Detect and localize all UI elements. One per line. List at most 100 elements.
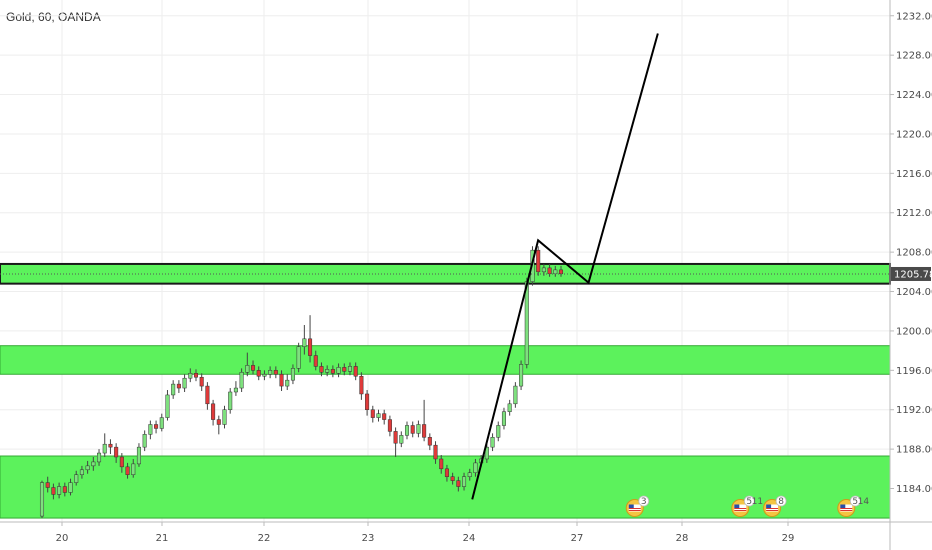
candle-bear (393, 431, 398, 444)
y-tick-label: 1196.000 (896, 366, 932, 377)
candle-bull (376, 413, 381, 418)
candle-bull (165, 394, 170, 418)
last-price-label: 1205.782 (894, 269, 932, 280)
candle-bear (427, 437, 432, 446)
candle-bear (308, 338, 313, 356)
candle-bull (188, 373, 193, 379)
candle-bull (296, 346, 301, 369)
candle-bull (91, 461, 96, 467)
candle-bull (416, 424, 421, 434)
y-tick-label: 1216.000 (896, 169, 932, 180)
candle-bear (251, 365, 256, 371)
event-count-bubble (638, 495, 650, 507)
y-tick-label: 1228.000 (896, 51, 932, 62)
last-price-label-bg (891, 266, 931, 281)
candle-bull (507, 403, 512, 412)
candle-bull (148, 424, 153, 435)
zones (0, 262, 891, 519)
candle-bull (245, 365, 250, 373)
candle-bear (365, 393, 370, 410)
candle-bull (228, 391, 233, 410)
y-tick-label: 1232.000 (896, 11, 932, 22)
x-tick-label: 29 (782, 533, 795, 544)
event-badge-count: 11 (752, 497, 763, 507)
y-tick-label: 1184.000 (896, 484, 932, 495)
x-tick-label: 28 (676, 533, 689, 544)
candle-bear (193, 373, 199, 378)
candle-bull (325, 369, 330, 373)
flag-canton (840, 504, 846, 508)
candle-bull (39, 482, 45, 517)
candle-bull (302, 338, 307, 347)
y-tick-label: 1200.000 (896, 326, 932, 337)
candle-bull (171, 383, 176, 396)
candle-bull (142, 434, 147, 448)
candle-bear (313, 355, 318, 367)
candle-bull (131, 463, 136, 475)
candle-bull (222, 409, 227, 425)
candle-bear (119, 456, 124, 468)
flag-canton (734, 504, 740, 508)
candle-bull (268, 370, 273, 375)
event-count-bubble (849, 495, 861, 507)
candle-bear (456, 480, 461, 487)
candle-bear (273, 370, 278, 375)
candle-bull (496, 425, 501, 438)
candle-bull (74, 474, 79, 483)
x-tick-label: 23 (362, 533, 375, 544)
candle-bull (136, 446, 141, 465)
candle-bull (347, 366, 352, 372)
candle-bull (233, 387, 238, 393)
candle-bull (262, 374, 267, 377)
candle-bull (462, 476, 467, 487)
projection-line (471, 33, 659, 500)
candle-bull (290, 368, 295, 381)
candle-bear (382, 413, 387, 420)
y-tick-label: 1204.000 (896, 287, 932, 298)
event-count-bubble (775, 495, 787, 507)
candle-bear (211, 403, 216, 420)
candle-bull (239, 372, 244, 389)
candle-bull (524, 281, 529, 365)
candle-bull (285, 379, 290, 387)
candle-bear (433, 444, 438, 460)
candle-bull (467, 472, 472, 477)
event-badge-count: 14 (858, 497, 870, 507)
x-tick-label: 27 (571, 533, 584, 544)
event-badge-count: 3 (641, 497, 647, 507)
event-badges[interactable]: 3 5 11 8 5 14 (625, 495, 870, 517)
candle-bear (558, 269, 564, 275)
event-count-bubble (743, 495, 755, 507)
event-badge-count: 5 (852, 497, 858, 507)
candle-bull (473, 462, 478, 474)
event-badge-count: 5 (746, 497, 752, 507)
x-tick-label: 20 (56, 533, 69, 544)
candle-bear (108, 443, 113, 448)
candle-bear (319, 366, 324, 373)
candle-bull (553, 269, 558, 275)
candle-bear (114, 446, 119, 458)
candle-bear (51, 487, 56, 495)
flag-canton (766, 504, 772, 508)
candle-bull (404, 425, 410, 436)
candle-bear (342, 367, 347, 372)
candle-bear (353, 366, 358, 377)
y-tick-label: 1188.000 (896, 445, 932, 456)
symbol-title: Gold, 60, OANDA (6, 10, 101, 24)
candle-bull (57, 486, 62, 495)
candle-bear (450, 476, 455, 481)
x-tick-label: 21 (156, 533, 169, 544)
candle-bear (422, 424, 427, 438)
grid (0, 0, 890, 522)
candle-bear (205, 385, 210, 405)
candle-bear (359, 375, 364, 395)
candle-bear (62, 486, 67, 493)
candle-bull (85, 465, 90, 471)
candle-bear (444, 468, 449, 477)
candle-bull (182, 377, 187, 389)
projection-drawing[interactable] (471, 33, 659, 500)
candle-bear (256, 370, 261, 377)
candle-bear (410, 425, 415, 434)
candle-bear (536, 249, 541, 273)
